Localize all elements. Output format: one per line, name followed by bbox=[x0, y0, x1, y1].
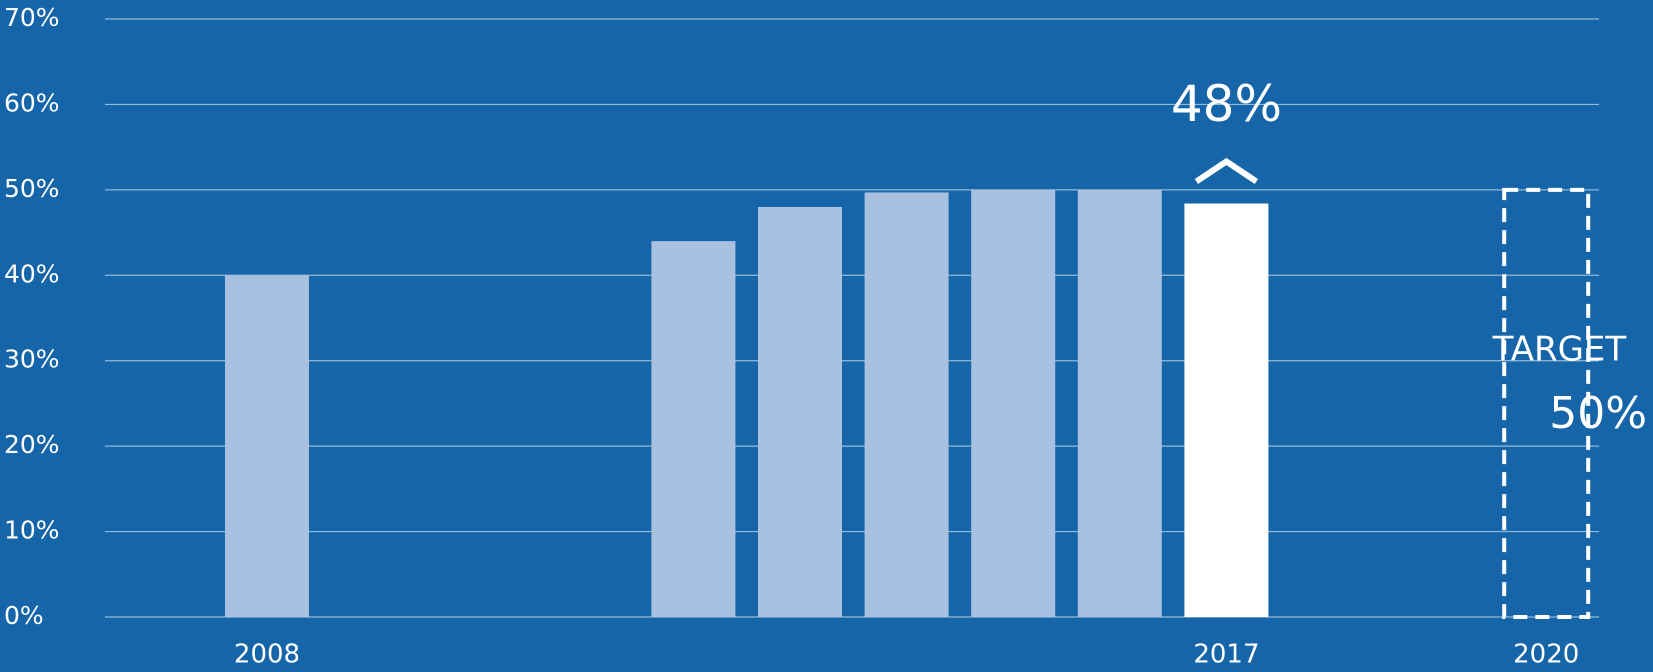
bar bbox=[1077, 189, 1162, 617]
value-label: 50% bbox=[1549, 388, 1647, 439]
x-tick-label: 2020 bbox=[1513, 640, 1579, 670]
bar bbox=[1184, 203, 1269, 618]
bar bbox=[758, 206, 842, 617]
y-tick-label: 40% bbox=[4, 259, 60, 288]
annotation: TARGET bbox=[1492, 330, 1627, 370]
x-tick-label: 2008 bbox=[234, 640, 300, 670]
y-tick-label: 70% bbox=[4, 3, 60, 32]
caret bbox=[1194, 157, 1259, 185]
y-tick-label: 50% bbox=[4, 174, 60, 203]
x-tick-label: 2017 bbox=[1193, 640, 1259, 670]
y-tick-label: 0% bbox=[4, 601, 44, 630]
y-tick-label: 20% bbox=[4, 430, 60, 459]
bar bbox=[971, 189, 1056, 617]
bar bbox=[225, 275, 309, 617]
y-tick-label: 10% bbox=[4, 516, 60, 545]
y-tick-label: 30% bbox=[4, 345, 60, 374]
bar bbox=[651, 241, 736, 617]
bar bbox=[864, 192, 949, 618]
y-tick-label: 60% bbox=[4, 88, 60, 117]
value-label: 48% bbox=[1171, 75, 1282, 133]
target-bar bbox=[1502, 187, 1591, 619]
